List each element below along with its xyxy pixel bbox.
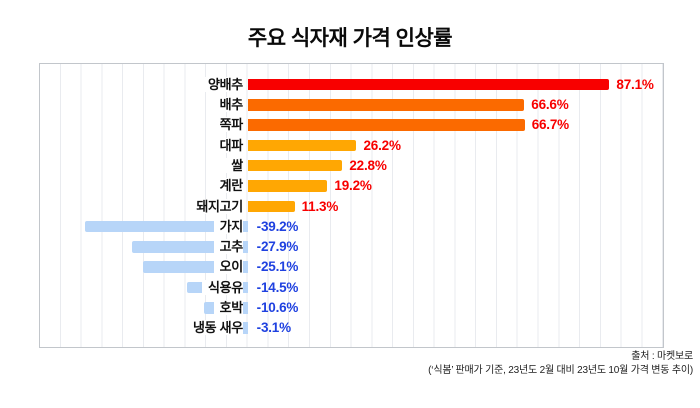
value-label-6: 11.3% [301, 198, 339, 214]
category-label-7: 가지 [213, 218, 243, 234]
value-label-2: 66.7% [531, 117, 569, 133]
value-label-4: 22.8% [349, 157, 387, 173]
category-label-10: 식용유 [201, 279, 243, 295]
source-note: 출처 : 마켓보로 (‘식봄’ 판매가 기준, 23년도 2월 대비 23년도 … [428, 350, 693, 377]
value-label-10: -14.5% [256, 279, 299, 295]
bar-9 [143, 261, 248, 273]
category-label-9: 오이 [213, 259, 243, 275]
value-label-8: -27.9% [256, 239, 299, 255]
bar-4 [247, 159, 343, 172]
value-label-5: 19.2% [334, 178, 372, 194]
bar-8 [131, 241, 248, 253]
bar-3 [247, 139, 357, 152]
bar-1 [247, 99, 525, 111]
category-label-1: 배추 [213, 97, 243, 113]
value-label-3: 26.2% [363, 137, 401, 153]
value-label-1: 66.6% [531, 97, 569, 113]
category-label-4: 쌀 [225, 157, 243, 173]
source-line-2: (‘식봄’ 판매가 기준, 23년도 2월 대비 23년도 10월 가격 변동 … [428, 364, 693, 376]
value-label-12: -3.1% [256, 320, 291, 336]
bar-0 [247, 78, 610, 91]
bar-5 [247, 180, 328, 192]
category-label-5: 계란 [213, 178, 243, 194]
value-label-11: -10.6% [256, 300, 299, 316]
source-line-1: 출처 : 마켓보로 [631, 351, 693, 362]
chart-title: 주요 식자재 가격 인상률 [247, 27, 453, 50]
category-label-12: 냉동 새우 [187, 320, 243, 336]
bar-6 [247, 200, 295, 213]
category-label-2: 쪽파 [213, 117, 243, 133]
value-label-7: -39.2% [256, 218, 299, 234]
chart-plot: 양배추 87.1% 배추 66.6% 쪽파 66.7% 대파 26.2% 쌀 22.8% 계란 19.… [39, 63, 664, 348]
category-label-11: 호박 [213, 300, 243, 316]
category-label-8: 고추 [213, 239, 243, 255]
category-label-0: 양배추 [201, 76, 243, 92]
bar-7 [84, 220, 248, 233]
category-label-3: 대파 [213, 137, 243, 153]
value-label-9: -25.1% [256, 259, 299, 275]
category-label-6: 돼지고기 [190, 198, 243, 214]
value-label-0: 87.1% [616, 76, 654, 92]
bar-2 [247, 119, 525, 131]
